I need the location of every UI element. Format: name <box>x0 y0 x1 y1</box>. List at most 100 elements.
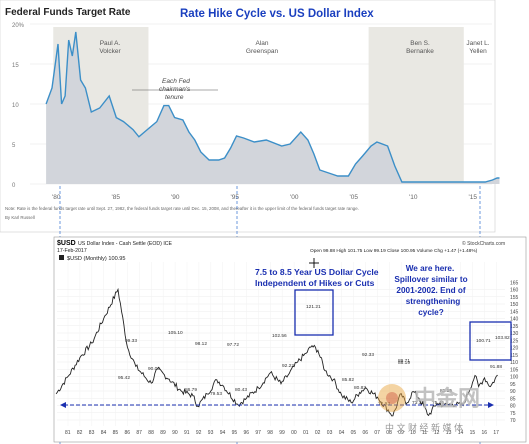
bottom-x-tick-label: 11 <box>422 430 427 436</box>
bottom-x-tick-label: 10 <box>410 430 416 436</box>
watermark-tagline: 中 文 财 经 新 媒 体 <box>385 422 463 433</box>
bottom-x-tick-label: 06 <box>363 430 369 436</box>
bottom-x-tick-label: 93 <box>208 430 214 436</box>
callout-2-line-5: cycle? <box>418 308 444 317</box>
fed-funds-panel: Federal Funds Target Rate Rate Hike Cycl… <box>0 0 500 233</box>
bottom-x-tick-label: 89 <box>160 430 166 436</box>
top-y-tick-label: 5 <box>12 143 16 149</box>
top-x-tick-label: '80 <box>52 194 61 201</box>
bottom-x-tick-label: 90 <box>172 430 178 436</box>
price-label: 92.22 <box>282 363 294 369</box>
bottom-x-tick-label: 15 <box>470 430 476 436</box>
bottom-y-tick-label: 90 <box>510 389 516 395</box>
top-x-tick-label: '00 <box>290 194 299 201</box>
watermark-brand: 中金网 <box>414 386 480 411</box>
headline: Rate Hike Cycle vs. US Dollar Index <box>180 8 374 20</box>
top-y-tick-label: 10 <box>12 103 19 109</box>
price-label: 95.42 <box>118 375 130 381</box>
cycle-callout: 7.5 to 8.5 Year US Dollar Cycle Independ… <box>255 267 379 288</box>
price-label: 79.53 <box>210 391 222 397</box>
bottom-y-tick-label: 80 <box>510 404 516 410</box>
bottom-x-tick-label: 16 <box>482 430 488 436</box>
price-label: 72.93 <box>378 401 390 407</box>
bottom-x-tick-label: 08 <box>386 430 392 436</box>
price-label: 105.10 <box>168 330 183 336</box>
symbol: $USD <box>57 240 76 247</box>
bottom-x-tick-label: 84 <box>101 430 107 436</box>
annotation-line-1: Each Fed <box>162 78 190 85</box>
bottom-x-tick-label: 01 <box>303 430 309 436</box>
bottom-gridlines <box>57 262 505 426</box>
chair-surname: Yellen <box>469 48 487 55</box>
crosshair-cursor-icon <box>309 258 319 268</box>
usd-index-panel: $USD US Dollar Index - Cash Settle (EOD)… <box>53 236 527 443</box>
symbol-description: US Dollar Index - Cash Settle (EOD) ICE <box>78 241 173 247</box>
chart-date: 17-Feb-2017 <box>57 248 87 254</box>
bottom-x-tick-label: 14 <box>458 430 464 436</box>
bottom-x-tick-label: 09 <box>398 430 404 436</box>
top-x-tick-label: '85 <box>112 194 121 201</box>
bottom-y-tick-label: 145 <box>510 309 519 315</box>
bottom-x-tick-label: 13 <box>446 430 452 436</box>
source-credit: © StockCharts.com <box>462 240 505 247</box>
price-label: 103.82 <box>495 335 510 341</box>
bottom-x-tick-label: 81 <box>65 430 71 436</box>
bottom-y-tick-label: 150 <box>510 302 519 308</box>
arrow-left-head <box>60 402 66 408</box>
price-labels: 99.33 105.10 98.12 97.72 102.56 121.21 92.33 89… <box>118 304 510 407</box>
bottom-y-tick-label: 100 <box>510 375 519 381</box>
bottom-x-tick-label: 82 <box>77 430 83 436</box>
bottom-y-tick-label: 110 <box>510 360 518 366</box>
top-y-tick-label: 20% <box>12 23 25 29</box>
chair-surname: Bernanke <box>406 48 434 55</box>
chair-name: Alan <box>255 40 268 47</box>
bottom-x-tick-label: 12 <box>434 430 440 436</box>
callout-1-line-2: Independent of Hikes or Cuts <box>255 278 375 288</box>
bottom-x-tick-label: 02 <box>315 430 321 436</box>
bottom-x-tick-label: 00 <box>291 430 297 436</box>
highlight-box-2016 <box>469 321 512 361</box>
usd-index-line <box>55 287 498 417</box>
price-label: 100.71 <box>476 338 491 344</box>
top-y-axis-labels: 20% 15 10 5 0 <box>12 23 25 189</box>
bottom-x-tick-label: 83 <box>89 430 95 436</box>
price-label: 81.55 <box>440 388 452 394</box>
bottom-y-tick-label: 95 <box>510 382 516 388</box>
fed-chart-title: Federal Funds Target Rate <box>5 7 131 18</box>
top-x-tick-label: '05 <box>350 194 359 201</box>
highlight-box-2001 <box>294 289 334 336</box>
bottom-x-tick-label: 91 <box>184 430 190 436</box>
price-label: 86.79 <box>185 387 197 393</box>
price-label: 102.56 <box>272 333 287 339</box>
bottom-x-tick-label: 04 <box>339 430 345 436</box>
price-label: 75.45 <box>432 400 444 406</box>
annotation-line-2: chairman's <box>159 86 191 93</box>
top-x-tick-label: '15 <box>469 194 478 201</box>
bottom-y-tick-label: 85 <box>510 396 516 402</box>
chair-name: Janet L. <box>466 40 489 47</box>
fed-rate-line <box>45 31 500 183</box>
bottom-x-tick-label: 95 <box>232 430 238 436</box>
bottom-x-tick-label: 96 <box>244 430 250 436</box>
bottom-y-tick-label: 165 <box>510 280 519 286</box>
top-y-tick-label: 0 <box>12 183 16 189</box>
bottom-x-tick-label: 86 <box>125 430 131 436</box>
top-x-tick-label: '95 <box>231 194 240 201</box>
bottom-y-tick-label: 130 <box>510 331 519 337</box>
chair-name: Ben S. <box>410 40 430 47</box>
price-label: 99.33 <box>125 338 137 344</box>
bottom-x-tick-label: 97 <box>255 430 261 436</box>
bottom-y-tick-label: 140 <box>510 317 519 323</box>
price-label: 121.21 <box>306 304 321 310</box>
bottom-y-tick-label: 160 <box>510 288 519 294</box>
chair-name: Paul A. <box>100 40 121 47</box>
bottom-x-tick-label: 17 <box>493 430 499 436</box>
callout-1-line-1: 7.5 to 8.5 Year US Dollar Cycle <box>255 267 379 277</box>
footnote: Note: Rate is the federal funds target r… <box>5 206 359 211</box>
bottom-x-tick-label: 05 <box>351 430 357 436</box>
bottom-y-tick-label: 75 <box>510 411 516 417</box>
bottom-x-tick-label: 85 <box>113 430 119 436</box>
callout-2-line-1: We are here. <box>406 264 455 273</box>
ohlc-readout: Open 99.88 High 101.75 Low 99.19 Close 1… <box>310 248 478 254</box>
